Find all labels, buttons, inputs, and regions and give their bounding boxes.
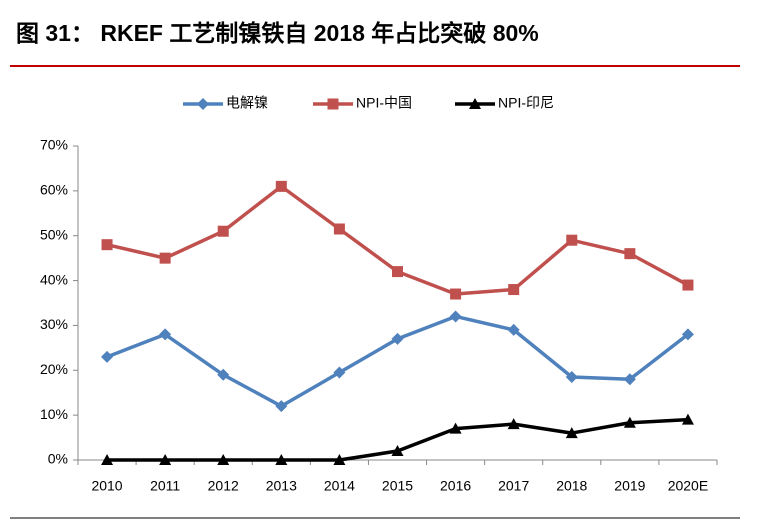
x-tick-label: 2013 [266,478,297,494]
x-tick-label: 2015 [382,478,413,494]
data-point [217,368,230,381]
legend-marker [197,98,209,110]
data-point [101,454,114,465]
data-point [450,288,462,300]
x-tick-label: 2018 [556,478,587,494]
data-point [507,418,520,430]
y-tick-label: 50% [40,226,68,242]
legend-marker [327,98,339,110]
legend-marker [469,98,481,109]
data-point [623,373,636,386]
data-point [333,223,345,235]
x-tick-label: 2017 [498,478,529,494]
x-tick-label: 2010 [91,478,122,494]
data-point [681,413,694,425]
data-point [101,239,113,251]
data-point [159,454,172,465]
data-point [681,328,694,341]
data-point [101,350,114,363]
data-point [159,252,171,264]
data-point [275,454,288,465]
y-tick-label: 0% [48,451,68,467]
data-point [333,366,346,379]
x-tick-label: 2011 [150,478,180,494]
x-tick-label: 2020E [668,478,708,494]
x-tick-label: 2012 [208,478,239,494]
data-point [623,416,636,428]
y-tick-label: 60% [40,182,68,198]
data-point [682,279,694,291]
x-tick-label: 2016 [440,478,471,494]
data-point [508,284,520,296]
y-tick-label: 40% [40,271,68,287]
y-tick-label: 20% [40,361,68,377]
data-point [391,445,404,457]
y-tick-label: 10% [40,406,68,422]
data-point [449,310,462,323]
legend-label: NPI-中国 [356,95,412,111]
data-point [565,427,578,439]
x-tick-label: 2014 [324,478,355,494]
data-point [392,266,403,278]
data-point [275,180,287,192]
data-point [565,371,578,384]
y-tick-label: 70% [40,137,68,153]
legend-label: 电解镍 [226,95,268,111]
chart-title: 图 31： RKEF 工艺制镍铁自 2018 年占比突破 80% [16,20,539,46]
data-point [275,400,288,413]
data-point [159,328,172,341]
data-point [391,332,404,345]
data-point [566,234,578,246]
legend-label: NPI-印尼 [498,95,554,111]
y-tick-label: 30% [40,316,68,332]
data-point [333,454,346,465]
data-point [507,323,520,336]
x-tick-label: 2019 [614,478,645,494]
data-point [217,225,229,237]
series-line [106,184,689,296]
data-point [449,422,462,434]
data-point [217,454,230,465]
data-point [624,248,636,260]
series-line [106,314,690,408]
